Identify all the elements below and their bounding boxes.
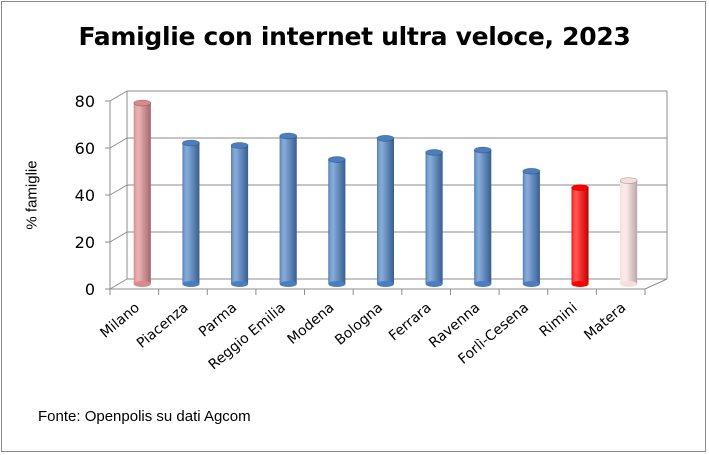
bar-top [473,146,492,154]
bar-base [474,281,492,287]
y-tick-label: 40 [75,186,95,205]
bar-shading [328,159,346,284]
y-tick-label: 60 [75,139,95,158]
x-tick-label: Modena [285,300,338,348]
chart-title: Famiglie con internet ultra veloce, 2023 [78,22,631,51]
x-tick-label: Milano [97,300,142,342]
bar-top [425,148,444,156]
bar-base [279,281,297,287]
bar-shading [231,145,249,284]
bar-base [571,281,589,287]
x-tick-label: Bologna [332,300,386,349]
y-tick-label: 0 [85,280,95,299]
bar-base [620,281,638,287]
source-note: Fonte: Openpolis su dati Agcom [38,408,251,425]
floor-right-edge [644,278,668,290]
x-tick-label: Parma [196,300,240,341]
bar-base [425,281,443,287]
bar-top [133,99,152,107]
bar-shading [133,103,151,284]
bar-top [571,184,589,192]
bar-top [279,132,298,140]
bar-base [133,281,151,287]
bar-top [522,167,541,175]
bar-shading [474,150,492,284]
bar-shading [377,138,394,284]
gridline-side [109,278,128,290]
bar-shading [279,135,297,284]
y-tick-label: 80 [75,92,95,111]
bar-shading [620,180,638,284]
gridline-side [109,90,128,102]
gridline-side [109,231,128,243]
x-tick-label: Rimini [537,300,581,340]
bar-base [231,281,249,287]
bar-shading [425,152,443,284]
bar-base [522,281,540,287]
x-tick-label: Piacenza [134,300,192,352]
gridline-side [109,137,128,149]
gridline-side [109,184,128,196]
bar-shading [522,171,540,284]
bar-shading [182,143,200,284]
bar-base [328,281,346,287]
bar-base [182,281,200,287]
bar-top [230,141,249,149]
x-tick-label: Matera [581,300,629,344]
bar-base [377,281,394,287]
bar-shading [571,187,589,284]
bar-top [619,177,638,185]
bar-top [376,134,395,142]
bar-top [327,156,346,163]
y-tick-label: 20 [75,233,95,252]
bar-top [182,139,200,147]
